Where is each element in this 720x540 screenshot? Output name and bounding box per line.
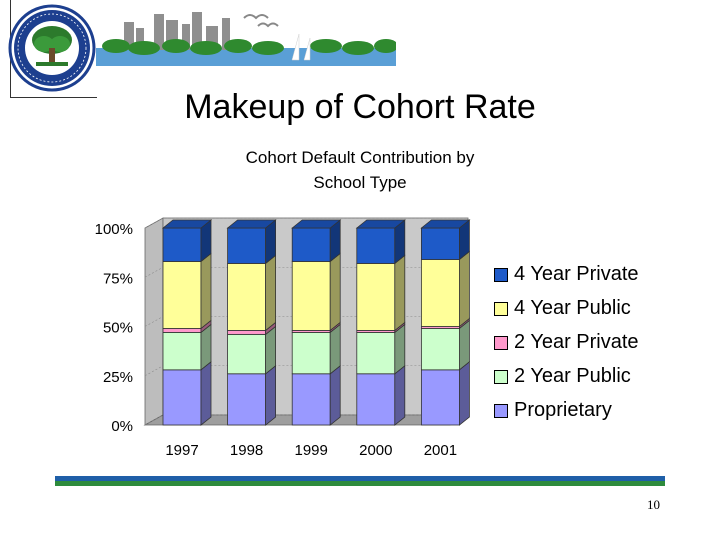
- bar-segment-4-year-public: [227, 254, 277, 332]
- bar-segment-proprietary: [420, 361, 470, 426]
- bar-segment-4-year-private: [355, 219, 406, 265]
- plot-side-wall: [144, 217, 164, 426]
- legend-swatch: [494, 404, 508, 418]
- page-number: 10: [647, 497, 660, 512]
- legend-swatch: [494, 302, 508, 316]
- legend-swatch: [494, 370, 508, 384]
- legend-swatch: [494, 336, 508, 350]
- footer-bar-green: [55, 481, 665, 486]
- x-tick-label: 1998: [230, 442, 263, 459]
- bars: [161, 219, 471, 426]
- bar-segment-proprietary: [227, 364, 277, 426]
- skyline-banner: [96, 12, 396, 66]
- bar-segment-4-year-private: [420, 219, 471, 261]
- y-tick-label: 50%: [103, 320, 133, 337]
- x-tick-label: 1999: [295, 442, 328, 459]
- gridline: [144, 217, 468, 229]
- y-axis-ticks: 0% 25% 50% 75% 100%: [95, 221, 133, 435]
- legend-swatch: [494, 268, 508, 282]
- x-axis-ticks: 1997 1998 1999 2000 2001: [165, 442, 457, 459]
- slide-title: Makeup of Cohort Rate: [184, 88, 536, 126]
- bar-segment-4-year-private: [291, 219, 342, 263]
- y-tick-label: 100%: [95, 221, 133, 238]
- x-tick-label: 2000: [359, 442, 392, 459]
- chart-title-line-1: Cohort Default Contribution by: [246, 148, 475, 167]
- y-tick-label: 75%: [103, 270, 133, 287]
- department-seal-logo: [8, 4, 96, 92]
- bar-segment-4-year-private: [161, 219, 213, 263]
- bar-segment-2-year-public: [227, 325, 277, 375]
- legend-label: 2 Year Public: [514, 365, 631, 387]
- legend-label: Proprietary: [514, 399, 612, 421]
- bar-segment-4-year-public: [420, 250, 470, 328]
- bar-segment-2-year-public: [420, 319, 470, 371]
- bar-segment-proprietary: [356, 364, 406, 426]
- legend-label: 4 Year Public: [514, 297, 631, 319]
- x-tick-label: 1997: [165, 442, 198, 459]
- legend-label: 2 Year Private: [514, 331, 639, 353]
- bar-segment-2-year-public: [356, 323, 406, 375]
- footer-bars: [55, 476, 665, 486]
- legend-label: 4 Year Private: [514, 263, 639, 285]
- y-tick-label: 25%: [103, 369, 133, 386]
- bar-segment-proprietary: [162, 361, 212, 426]
- bar-segment-proprietary: [291, 364, 341, 426]
- bar-segment-4-year-public: [291, 252, 341, 332]
- bar-segment-4-year-public: [356, 254, 406, 332]
- bar-segment-4-year-public: [162, 252, 212, 330]
- y-tick-label: 0%: [111, 418, 133, 435]
- x-tick-label: 2001: [424, 442, 457, 459]
- bar-segment-4-year-private: [226, 219, 277, 265]
- bar-segment-2-year-public: [162, 323, 212, 371]
- footer-bar-blue: [55, 476, 665, 481]
- chart-title-line-2: School Type: [313, 173, 406, 192]
- bar-segment-2-year-public: [291, 323, 341, 375]
